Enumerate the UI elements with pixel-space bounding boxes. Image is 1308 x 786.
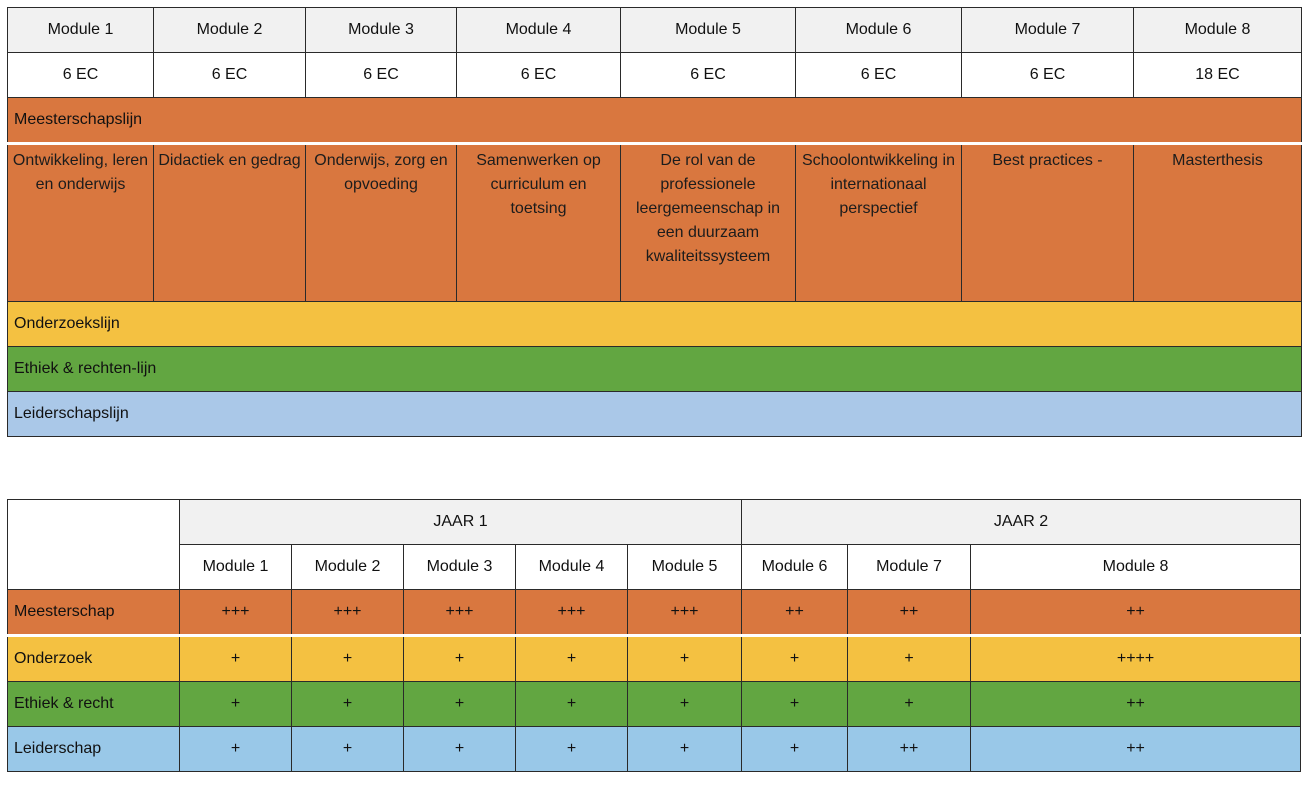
year-header: JAAR 1 [178,499,743,545]
matrix-cell: +++ [179,589,292,636]
credits-row: 6 EC 6 EC 6 EC 6 EC 6 EC 6 EC 6 EC 18 EC [7,52,1302,98]
matrix-cell: + [291,726,404,772]
matrix-cell: ++ [847,726,972,772]
matrix-module-header: Module 7 [847,544,972,590]
matrix-cell: + [515,681,628,727]
module-header-row: Module 1 Module 2 Module 3 Module 4 Modu… [7,7,1302,53]
subject-cell: Schoolontwikkeling in internationaal per… [795,142,962,302]
row-label: Leiderschap [7,726,180,772]
credits-cell: 6 EC [620,52,796,98]
matrix-cell: ++ [970,681,1302,727]
matrix-cell: +++ [291,589,404,636]
credits-cell: 6 EC [795,52,962,98]
ethiek-line-row: Ethiek & rechten-lijn [7,346,1302,392]
subject-cell: Didactiek en gedrag [153,142,306,302]
matrix-cell: + [291,634,404,682]
matrix-cell: ++ [970,726,1302,772]
matrix-cell: + [291,681,404,727]
matrix-cell: + [847,681,972,727]
matrix-cell: + [179,634,292,682]
year-header-row: JAAR 1 JAAR 2 [7,499,1302,590]
matrix-module-header: Module 3 [403,544,516,590]
matrix-cell: + [741,634,849,682]
matrix-cell: + [741,726,849,772]
credits-cell: 6 EC [961,52,1134,98]
matrix-cell: + [403,726,516,772]
module-header: Module 3 [305,7,457,53]
matrix-cell: + [515,634,628,682]
subject-cell: Samenwerken op curriculum en toetsing [456,142,621,302]
subject-cell: Onderwijs, zorg en opvoeding [305,142,457,302]
matrix-module-row: Module 1 Module 2 Module 3 Module 4 Modu… [8,544,1302,590]
subjects-row: Ontwikkeling, leren en onderwijs Didacti… [7,142,1302,302]
matrix-cell: ++++ [970,634,1302,682]
matrix-cell: + [847,634,972,682]
matrix-cell: + [403,681,516,727]
leiderschap-line-row: Leiderschapslijn [7,391,1302,437]
matrix-cell: + [179,726,292,772]
meesterschap-line-label: Meesterschapslijn [7,97,1302,144]
matrix-cell: + [403,634,516,682]
matrix-module-header: Module 8 [970,544,1302,590]
credits-cell: 6 EC [456,52,621,98]
matrix-cell: ++ [847,589,972,636]
matrix-cell: ++ [741,589,849,636]
onderzoek-line-label: Onderzoekslijn [7,301,1302,347]
credits-cell: 6 EC [7,52,154,98]
module-header: Module 1 [7,7,154,53]
matrix-row-meesterschap: Meesterschap +++ +++ +++ +++ +++ ++ ++ +… [7,589,1302,636]
module-header: Module 4 [456,7,621,53]
module-header: Module 5 [620,7,796,53]
subject-cell: Best practices - [961,142,1134,302]
row-label: Ethiek & recht [7,681,180,727]
onderzoek-line-row: Onderzoekslijn [7,301,1302,347]
matrix-module-header: Module 5 [626,544,743,590]
matrix-cell: +++ [626,589,743,636]
ethiek-line-label: Ethiek & rechten-lijn [7,346,1302,392]
credits-cell: 6 EC [153,52,306,98]
matrix-row-leiderschap: Leiderschap + + + + + + ++ ++ [7,726,1302,772]
leiderschap-line-label: Leiderschapslijn [7,391,1302,437]
row-label: Meesterschap [7,589,180,636]
subject-cell: Ontwikkeling, leren en onderwijs [7,142,154,302]
module-header: Module 8 [1133,7,1302,53]
matrix-cell: +++ [515,589,628,636]
module-header: Module 7 [961,7,1134,53]
matrix-cell: + [626,681,743,727]
subject-cell: De rol van de professionele leergemeensc… [620,142,796,302]
matrix-module-header: Module 4 [515,544,628,590]
matrix-module-header: Module 6 [741,544,849,590]
row-label: Onderzoek [7,634,180,682]
credits-cell: 6 EC [305,52,457,98]
meesterschap-line-row: Meesterschapslijn [7,97,1302,144]
matrix-cell: + [741,681,849,727]
matrix-cell: + [179,681,292,727]
matrix-cell: + [515,726,628,772]
matrix-cell: + [626,634,743,682]
matrix-cell: +++ [403,589,516,636]
corner-cell [7,499,180,590]
matrix-cell: ++ [970,589,1302,636]
module-header: Module 2 [153,7,306,53]
module-overview-table: Module 1 Module 2 Module 3 Module 4 Modu… [7,7,1302,437]
matrix-row-ethiek: Ethiek & recht + + + + + + + ++ [7,681,1302,727]
subject-cell: Masterthesis [1133,142,1302,302]
credits-cell: 18 EC [1133,52,1302,98]
matrix-module-header: Module 2 [291,544,404,590]
matrix-module-header: Module 1 [179,544,292,590]
year-header: JAAR 2 [741,499,1302,545]
matrix-cell: + [626,726,743,772]
learning-lines-matrix: JAAR 1 JAAR 2 Module 1 Module 2 Module 3… [7,499,1302,772]
module-header: Module 6 [795,7,962,53]
matrix-row-onderzoek: Onderzoek + + + + + + + ++++ [7,634,1302,682]
